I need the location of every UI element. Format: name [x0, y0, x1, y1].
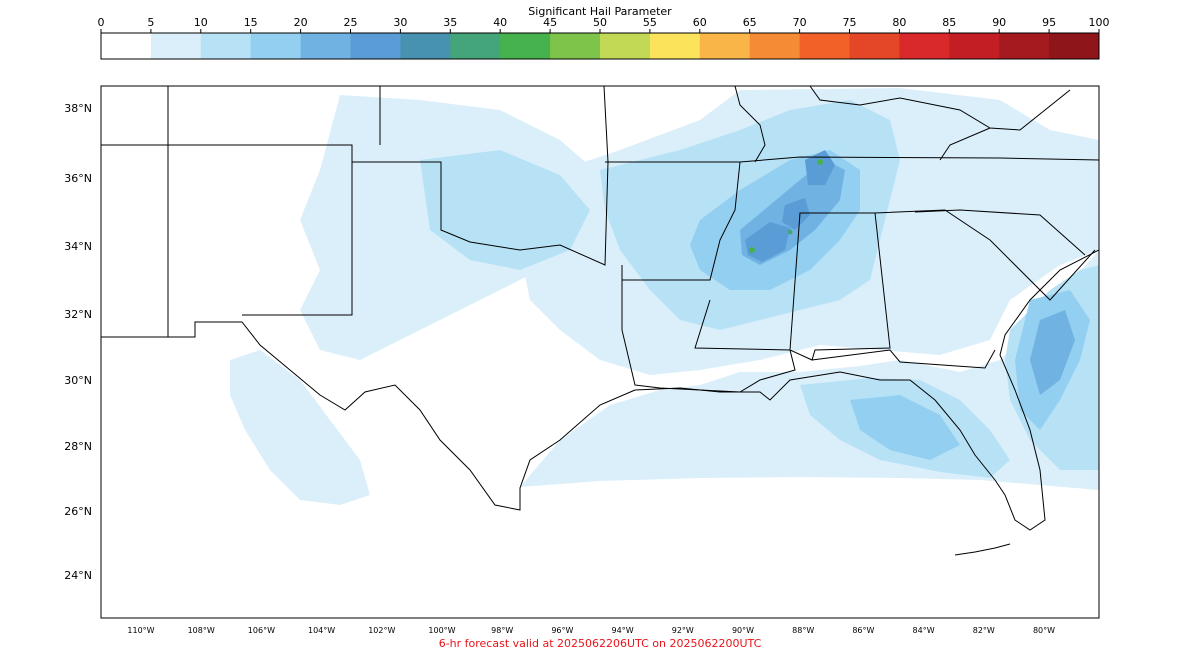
texas-border [101, 321, 636, 511]
colorbar-tick-label: 0 [98, 16, 105, 29]
longitude-label: 100°W [428, 626, 455, 635]
colorbar-swatch [150, 33, 202, 59]
colorbar-tick-label: 10 [194, 16, 208, 29]
field-light-west-tx [230, 350, 370, 505]
latitude-label: 26°N [64, 505, 92, 518]
field-mid-plains [420, 150, 590, 270]
colorbar-tick-label: 75 [843, 16, 857, 29]
ok-border [352, 86, 609, 266]
colorbar-swatch [849, 33, 900, 59]
longitude-label: 82°W [973, 626, 995, 635]
longitude-label: 110°W [127, 626, 154, 635]
sc-border [914, 209, 1086, 256]
latitude-label: 38°N [64, 102, 92, 115]
colorbar-swatch [649, 33, 701, 59]
longitude-label: 86°W [852, 626, 874, 635]
colorbar-tick-label: 35 [443, 16, 457, 29]
colorbar-swatch [450, 33, 501, 59]
colorbar-tick-labels: 0 5 10 15 20 25 30 35 40 45 50 55 60 65 70 75 80 85 90 95 10… [98, 16, 1110, 33]
colorbar [101, 33, 1100, 59]
forecast-caption: 6-hr forecast valid at 2025062206UTC on … [439, 637, 762, 650]
latitude-label: 28°N [64, 440, 92, 453]
colorbar-swatch [799, 33, 850, 59]
longitude-label: 84°W [913, 626, 935, 635]
colorbar-swatch [200, 33, 252, 59]
colorbar-title: Significant Hail Parameter [528, 5, 672, 18]
colorbar-swatch [600, 33, 651, 59]
colorbar-tick-label: 45 [543, 16, 557, 29]
longitude-label: 108°W [188, 626, 215, 635]
colorbar-tick-label: 95 [1042, 16, 1056, 29]
latitude-labels: 38°N 36°N 34°N 32°N 30°N 28°N 26°N 24°N [64, 102, 92, 582]
colorbar-swatch [300, 33, 351, 59]
keys-arc [954, 543, 1011, 556]
longitude-label: 96°W [551, 626, 573, 635]
nm-ok-tx-border [101, 144, 353, 316]
colorbar-swatch [550, 33, 601, 59]
colorbar-swatch [749, 33, 801, 59]
colorbar-tick-label: 30 [393, 16, 407, 29]
colorbar-tick-label: 50 [593, 16, 607, 29]
latitude-label: 34°N [64, 240, 92, 253]
field-max-tn [817, 159, 823, 165]
longitude-label: 104°W [308, 626, 335, 635]
longitude-label: 98°W [491, 626, 513, 635]
longitude-labels: 110°W 108°W 106°W 104°W 102°W 100°W 98°W 96°W 94… [127, 626, 1055, 635]
longitude-label: 90°W [732, 626, 754, 635]
colorbar-swatch [400, 33, 451, 59]
longitude-label: 102°W [368, 626, 395, 635]
state-boundaries [101, 86, 1099, 556]
latitude-label: 36°N [64, 172, 92, 185]
colorbar-swatch [1049, 33, 1100, 59]
colorbar-tick-label: 60 [693, 16, 707, 29]
colorbar-tick-label: 65 [743, 16, 757, 29]
colorbar-tick-label: 20 [294, 16, 308, 29]
field-core-atlantic [1030, 310, 1075, 395]
colorbar-frame [100, 32, 1100, 60]
ga-border [874, 209, 1096, 301]
colorbar-swatch [500, 33, 551, 59]
latitude-label: 30°N [64, 374, 92, 387]
fl-border [811, 349, 996, 369]
colorbar-tick-label: 80 [892, 16, 906, 29]
field-max-al [787, 229, 793, 235]
colorbar-swatch [350, 33, 401, 59]
field-core-inner-ms [745, 222, 790, 262]
gulf-coast [634, 249, 1099, 531]
latitude-label: 32°N [64, 308, 92, 321]
longitude-label: 88°W [792, 626, 814, 635]
mo-ky-border [734, 86, 766, 163]
colorbar-swatch [949, 33, 1000, 59]
colorbar-tick-label: 40 [493, 16, 507, 29]
colorbar-swatch [250, 33, 302, 59]
colorbar-tick-label: 55 [643, 16, 657, 29]
colorbar-tick-label: 15 [244, 16, 258, 29]
latitude-label: 24°N [64, 569, 92, 582]
ia-border [939, 127, 991, 161]
longitude-label: 94°W [612, 626, 634, 635]
field-max-ms [749, 247, 755, 253]
longitude-label: 80°W [1033, 626, 1055, 635]
colorbar-tick-label: 70 [793, 16, 807, 29]
map-frame [100, 85, 1100, 619]
colorbar-tick-label: 25 [344, 16, 358, 29]
colorbar-tick-label: 90 [992, 16, 1006, 29]
colorbar-swatch [899, 33, 950, 59]
tn-border [739, 156, 1099, 163]
colorbar-swatch [101, 33, 152, 59]
colorbar-tick-label: 85 [942, 16, 956, 29]
colorbar-swatch [699, 33, 751, 59]
colorbar-tick-label: 5 [147, 16, 154, 29]
map-panel: 38°N 36°N 34°N 32°N 30°N 28°N 26°N 24°N 110°W 10… [64, 85, 1100, 635]
colorbar-swatch [999, 33, 1050, 59]
longitude-label: 92°W [672, 626, 694, 635]
colorbar-tick-label: 100 [1089, 16, 1110, 29]
field-core-inner-al [782, 198, 810, 230]
longitude-label: 106°W [248, 626, 275, 635]
field-core-inner-tn [805, 150, 835, 185]
ky-nc-border [809, 86, 1071, 131]
field-strong-gulf [850, 395, 960, 460]
